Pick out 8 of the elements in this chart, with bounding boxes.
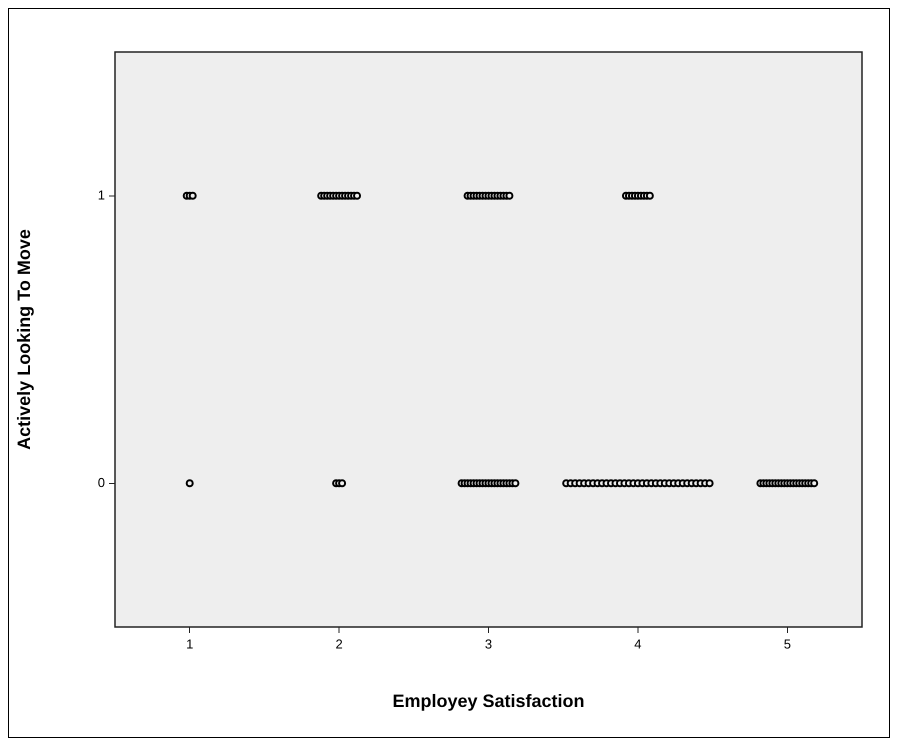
x-axis-title: Employey Satisfaction: [392, 691, 585, 712]
y-tick-label: 0: [98, 474, 105, 490]
y-axis-title: Actively Looking To Move: [14, 229, 34, 450]
x-tick-label: 1: [186, 636, 194, 652]
x-tick-label: 2: [335, 636, 343, 652]
x-tick-label: 5: [784, 636, 791, 652]
x-tick-label: 4: [634, 636, 642, 652]
x-tick-label: 3: [484, 636, 492, 652]
